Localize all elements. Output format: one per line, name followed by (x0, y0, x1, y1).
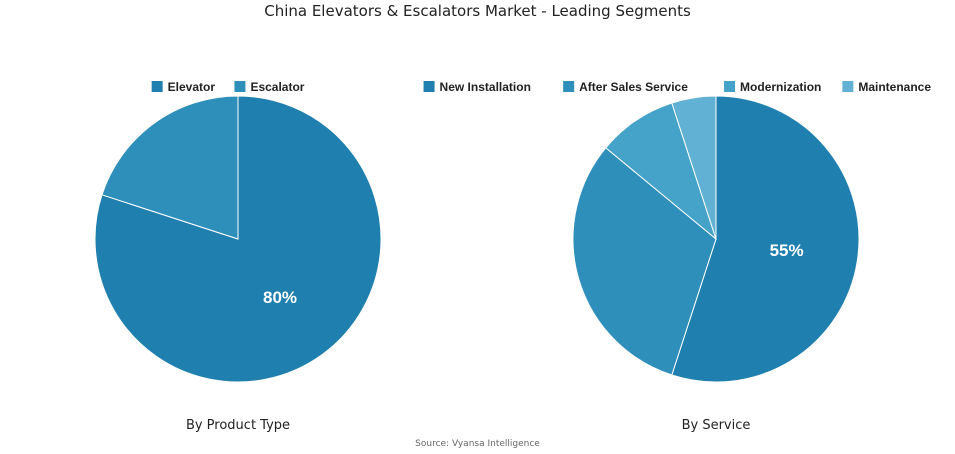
data-label: 80% (263, 288, 297, 307)
source-note: Source: Vyansa Intelligence (415, 439, 540, 449)
pie-slice-after-sales-service (572, 147, 717, 376)
legend-swatch (842, 81, 854, 92)
legend-swatch (423, 81, 435, 92)
legend: Elevator Escalator (151, 80, 305, 94)
data-label: 55% (770, 241, 804, 260)
pie-slice-maintenance (671, 95, 717, 240)
legend: New Installation After Sales Service Moder… (423, 80, 931, 94)
pie-slice-modernization (605, 102, 718, 241)
subtitle-product-type: By Product Type (185, 418, 291, 433)
legend-label: Maintenance (858, 80, 931, 94)
legend-swatch (234, 81, 246, 92)
legend-label: Escalator (250, 80, 304, 94)
subtitle-service: By Service (681, 418, 751, 433)
legend-label: Elevator (168, 80, 216, 94)
legend-label: New Installation (440, 80, 531, 94)
legend-swatch (151, 81, 163, 92)
chart-title: China Elevators & Escalators Market - Le… (264, 2, 691, 20)
pie-slice-escalator (101, 95, 239, 240)
pie-slice-new-installation (671, 95, 860, 383)
legend-swatch (724, 81, 736, 92)
legend-swatch (563, 81, 575, 92)
legend-label: After Sales Service (579, 80, 688, 94)
legend-label: Modernization (740, 80, 821, 94)
